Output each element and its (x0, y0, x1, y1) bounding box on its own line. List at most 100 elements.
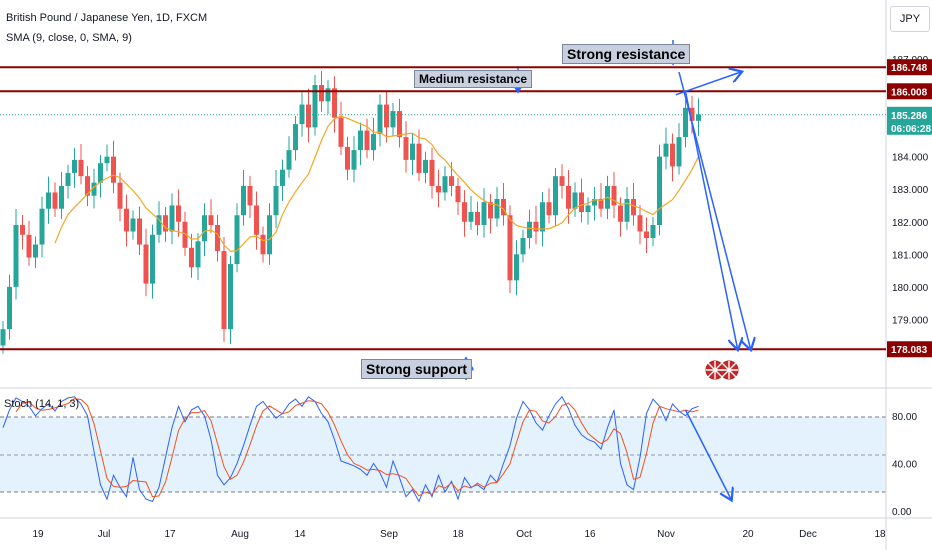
candle (143, 228, 149, 297)
candle (585, 197, 591, 225)
forecast-down-arrow (684, 91, 738, 349)
candle (494, 186, 500, 227)
candle (195, 233, 201, 281)
candle (260, 226, 266, 263)
time-tick-label: 14 (294, 529, 306, 540)
candle (527, 209, 532, 249)
stoch-down-arrow (684, 409, 732, 499)
candle (228, 255, 233, 345)
price-tag: 178.083 (887, 341, 932, 358)
candle (117, 172, 123, 222)
candle (338, 101, 344, 156)
candle (442, 166, 448, 201)
time-tick-label: Dec (799, 529, 817, 540)
levels-group (0, 66, 886, 351)
price-tick-label: 182.000 (892, 218, 929, 229)
candle (377, 94, 383, 147)
candle (611, 171, 617, 219)
price-tick-label: 179.000 (892, 315, 929, 326)
candle (351, 136, 357, 183)
time-axis[interactable]: 19 Jul 17 Aug 14 Sep 18 Oct 16 Nov 20 Dec 18 (32, 529, 886, 540)
gbp-jpy-flags-icon (705, 360, 739, 380)
candle (520, 229, 526, 263)
candle (176, 189, 181, 237)
forecast-arrows (466, 40, 751, 499)
candle (273, 169, 279, 228)
candle (130, 210, 136, 240)
candle (0, 321, 6, 354)
candle (267, 203, 272, 265)
candle (533, 205, 539, 245)
candle (124, 194, 129, 247)
candle (390, 102, 396, 136)
candle (397, 99, 402, 148)
price-tags: 186.748 186.008 185.286 06:06:28 178.083 (887, 59, 932, 358)
candle (572, 182, 578, 217)
candle (670, 133, 675, 182)
candle (169, 193, 175, 245)
price-tick-label: 184.000 (892, 153, 929, 164)
time-tick-label: Nov (657, 529, 675, 540)
time-tick-label: 20 (742, 529, 754, 540)
candle (189, 233, 194, 278)
candle (696, 98, 701, 136)
candle (111, 140, 116, 194)
candle (202, 203, 207, 257)
candle (345, 136, 350, 181)
stoch-tick-label: 80.00 (892, 412, 917, 423)
candle (163, 207, 168, 242)
candle (208, 199, 214, 234)
forecast-down-arrow (678, 71, 751, 349)
candle (462, 190, 467, 237)
candle (429, 147, 435, 199)
currency-badge[interactable]: JPY (890, 6, 930, 32)
candle (475, 201, 480, 236)
candle (85, 166, 90, 207)
price-tag: 186.748 (887, 59, 932, 76)
candle (39, 196, 45, 258)
candle (559, 164, 565, 199)
candle (156, 201, 162, 243)
candle (592, 186, 597, 221)
candle (13, 209, 19, 300)
candle (20, 214, 25, 250)
candle (468, 196, 474, 230)
time-tick-label: Oct (516, 529, 532, 540)
chart-title: British Pound / Japanese Yen, 1D, FXCM (6, 12, 208, 24)
svg-text:186.008: 186.008 (891, 87, 928, 98)
candle (33, 236, 38, 268)
candle (72, 147, 77, 188)
candle (332, 76, 337, 133)
time-tick-label: 16 (584, 529, 596, 540)
candle (403, 121, 409, 173)
candle (663, 127, 669, 170)
candle (247, 175, 253, 219)
candle (488, 194, 493, 234)
time-tick-label: 17 (164, 529, 176, 540)
svg-text:06:06:28: 06:06:28 (891, 124, 931, 135)
candle (455, 177, 461, 215)
sma-group (54, 115, 700, 253)
sma-indicator-label[interactable]: SMA (9, close, 0, SMA, 9) (6, 32, 132, 44)
price-tag: 186.008 (887, 83, 932, 100)
candle (644, 217, 649, 253)
candle (312, 74, 318, 136)
candle (637, 205, 643, 245)
candle (676, 123, 682, 175)
candle (293, 115, 298, 161)
candle (280, 159, 285, 201)
price-tick-label: 180.000 (892, 283, 929, 294)
candle (221, 237, 227, 342)
stoch-d-line (15, 398, 699, 498)
price-tick-label: 181.000 (892, 250, 929, 261)
candle (553, 168, 558, 226)
candle (371, 117, 376, 161)
candle (137, 206, 142, 255)
strong-resistance-label: Strong resistance (562, 44, 691, 64)
candle (546, 188, 552, 224)
time-tick-label: Jul (98, 529, 111, 540)
candle (150, 224, 155, 299)
stoch-indicator-label[interactable]: Stoch (14, 1, 3) (4, 398, 80, 410)
